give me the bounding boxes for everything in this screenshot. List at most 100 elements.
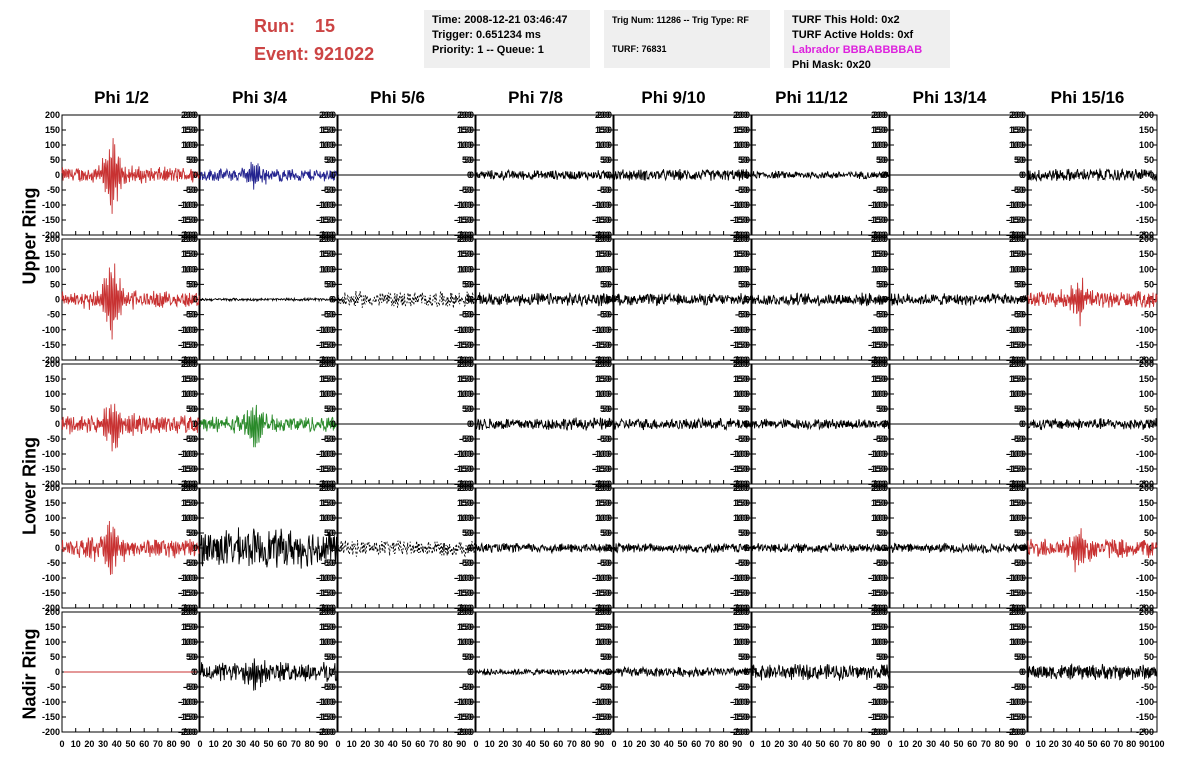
series-line [61, 263, 200, 340]
y-tick-label: 100 [457, 513, 472, 523]
y-tick-label: 150 [319, 622, 334, 632]
y-tick-label: 0 [331, 295, 336, 305]
series-line [1027, 168, 1158, 183]
y-tick-label: 50 [464, 155, 474, 165]
y-tick-label: 100 [321, 389, 336, 399]
y-tick-label: -200 [178, 355, 196, 365]
y-tick-label: 100 [181, 513, 196, 523]
y-tick-label: -100 [592, 449, 610, 459]
y-tick-label: -200 [318, 479, 336, 489]
x-tick-label: 0 [335, 739, 340, 749]
y-tick-label: -100 [594, 325, 612, 335]
y-tick-label: -150 [318, 340, 336, 350]
y-tick-label: 150 [45, 374, 60, 384]
series-line [751, 541, 890, 554]
y-tick-label: -100 [868, 325, 886, 335]
y-tick-label: -50 [321, 310, 334, 320]
y-tick-label: 150 [597, 125, 612, 135]
y-tick-label: -200 [454, 727, 472, 737]
y-tick-label: -100 [868, 697, 886, 707]
y-tick-label: -150 [1006, 215, 1024, 225]
x-tick-label: 30 [374, 739, 384, 749]
y-tick-label: -50 [597, 310, 610, 320]
y-tick-label: -200 [592, 603, 610, 613]
y-tick-label: 200 [1139, 483, 1154, 493]
y-tick-label: 200 [319, 110, 334, 120]
y-tick-label: -200 [870, 603, 888, 613]
y-tick-label: -50 [1011, 310, 1024, 320]
y-tick-label: 150 [1139, 374, 1154, 384]
x-tick-label: 30 [236, 739, 246, 749]
y-tick-label: -50 [183, 434, 196, 444]
y-tick-label: -50 [875, 558, 888, 568]
y-tick-label: -50 [599, 185, 612, 195]
y-tick-label: 50 [326, 528, 336, 538]
y-tick-label: -150 [732, 588, 750, 598]
x-tick-label: 20 [636, 739, 646, 749]
y-tick-label: 50 [50, 404, 60, 414]
y-tick-label: 150 [459, 498, 474, 508]
y-tick-label: 200 [871, 607, 886, 617]
y-tick-label: -150 [594, 340, 612, 350]
y-tick-label: -150 [1008, 588, 1026, 598]
y-tick-label: -200 [1008, 230, 1026, 240]
y-tick-label: 150 [733, 125, 748, 135]
y-tick-label: -50 [875, 682, 888, 692]
y-tick-label: -50 [323, 185, 336, 195]
y-tick-label: 50 [326, 279, 336, 289]
y-tick-label: -200 [316, 727, 334, 737]
y-tick-label: -100 [592, 200, 610, 210]
y-tick-label: -50 [599, 310, 612, 320]
y-tick-label: 150 [319, 249, 334, 259]
y-tick-label: 50 [324, 279, 334, 289]
y-tick-label: 150 [871, 622, 886, 632]
y-tick-label: 50 [462, 652, 472, 662]
y-tick-label: 200 [321, 359, 336, 369]
y-tick-label: 200 [183, 359, 198, 369]
y-tick-label: 50 [188, 404, 198, 414]
x-tick-label: 40 [388, 739, 398, 749]
y-tick-label: -200 [42, 603, 60, 613]
y-tick-label: 0 [469, 543, 474, 553]
y-tick-label: -150 [180, 588, 198, 598]
y-tick-label: 50 [186, 652, 196, 662]
y-tick-label: -50 [1013, 682, 1026, 692]
y-tick-label: -200 [180, 727, 198, 737]
y-tick-label: -200 [870, 727, 888, 737]
series-line [475, 168, 614, 182]
series-line [337, 540, 476, 558]
y-tick-label: -50 [323, 682, 336, 692]
y-tick-label: 0 [191, 419, 196, 429]
y-tick-label: 200 [457, 483, 472, 493]
y-tick-label: -200 [1136, 479, 1154, 489]
y-tick-label: -200 [178, 603, 196, 613]
y-tick-label: -200 [594, 230, 612, 240]
y-tick-label: -150 [316, 464, 334, 474]
phi-mask-text: Phi Mask: 0x20 [792, 59, 871, 71]
y-tick-label: -100 [870, 325, 888, 335]
y-tick-label: -200 [870, 230, 888, 240]
x-tick-label: 0 [887, 739, 892, 749]
y-tick-label: -200 [1008, 355, 1026, 365]
y-tick-label: -50 [185, 185, 198, 195]
series-line [1027, 277, 1158, 327]
y-tick-label: 200 [1011, 359, 1026, 369]
y-tick-label: -50 [1013, 558, 1026, 568]
y-tick-label: -50 [599, 434, 612, 444]
y-tick-label: -200 [42, 230, 60, 240]
y-tick-label: 200 [597, 234, 612, 244]
y-tick-label: -50 [599, 682, 612, 692]
y-tick-label: 50 [462, 528, 472, 538]
y-tick-label: -150 [730, 340, 748, 350]
time-info-box: Time: 2008-12-21 03:46:47 Trigger: 0.651… [424, 10, 590, 68]
y-tick-label: 200 [735, 110, 750, 120]
y-tick-label: 100 [1139, 389, 1154, 399]
y-tick-label: -150 [454, 215, 472, 225]
y-tick-label: -100 [454, 573, 472, 583]
x-tick-label: 50 [677, 739, 687, 749]
series-line [61, 403, 200, 452]
y-tick-label: -150 [454, 712, 472, 722]
y-tick-label: -150 [1006, 340, 1024, 350]
y-tick-label: 100 [319, 637, 334, 647]
y-tick-label: 50 [1014, 155, 1024, 165]
